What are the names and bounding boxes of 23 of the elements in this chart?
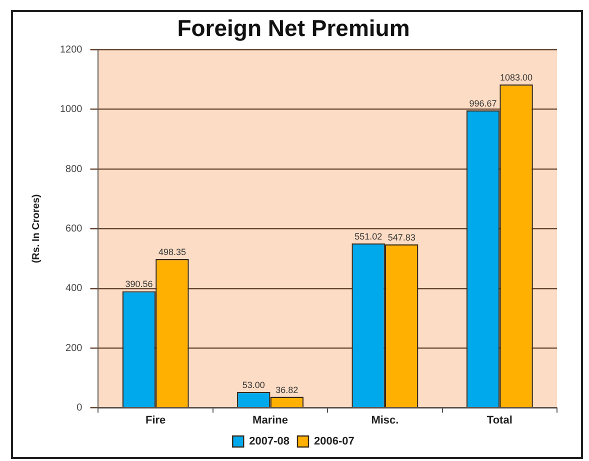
y-tick-label: 600 bbox=[66, 223, 83, 234]
y-tick-label: 400 bbox=[66, 283, 83, 294]
data-label: 498.35 bbox=[158, 247, 186, 258]
y-tick-label: 0 bbox=[76, 402, 83, 414]
y-tick-label: 200 bbox=[66, 342, 83, 354]
x-tick-label: Fire bbox=[145, 414, 166, 426]
y-tick-label: 800 bbox=[66, 164, 83, 175]
x-tick-label: Marine bbox=[252, 414, 288, 426]
y-tick-label: 1000 bbox=[60, 104, 83, 116]
data-label: 547.83 bbox=[388, 232, 416, 242]
y-axis-title: (Rs. In Crores) bbox=[30, 194, 42, 264]
y-tick-label: 1200 bbox=[60, 44, 83, 56]
data-label: 1083.00 bbox=[500, 72, 533, 83]
data-label: 36.82 bbox=[276, 384, 298, 395]
data-label: 996.67 bbox=[469, 98, 497, 108]
x-tick-label: Total bbox=[486, 414, 512, 426]
legend-label: 2006-07 bbox=[314, 436, 354, 448]
data-label: 390.56 bbox=[125, 279, 153, 290]
x-tick-label: Misc. bbox=[371, 414, 399, 426]
data-label: 53.00 bbox=[242, 380, 265, 390]
data-label: 551.02 bbox=[354, 231, 382, 242]
chart-title: Foreign Net Premium bbox=[177, 15, 410, 42]
legend-label: 2007-08 bbox=[249, 436, 290, 448]
